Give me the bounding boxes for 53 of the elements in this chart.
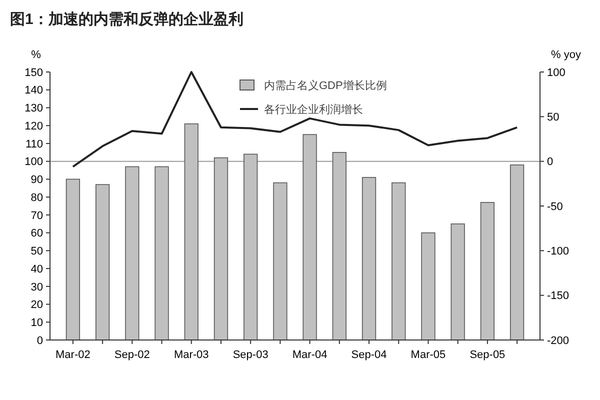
- line-series: [72, 71, 518, 168]
- bar: [362, 177, 376, 340]
- bar: [66, 178, 80, 340]
- bar: [125, 166, 140, 340]
- x-tick-label: Mar-04: [292, 349, 328, 361]
- y-tick-label: 80: [30, 192, 43, 204]
- bar: [95, 184, 110, 340]
- y2-tick-label: -150: [547, 290, 570, 302]
- y-tick-label: 60: [30, 228, 43, 240]
- y-tick-label: 110: [25, 138, 43, 150]
- y2-tick-label: 50: [547, 112, 560, 124]
- y-tick-label: 150: [24, 66, 43, 79]
- bar: [421, 232, 436, 340]
- y2-tick-label: 0: [547, 156, 554, 168]
- y2-tick-label: -100: [547, 246, 570, 258]
- x-tick-label: Mar-03: [174, 349, 209, 361]
- bar: [244, 154, 258, 340]
- x-tick-label: Sep-05: [470, 349, 506, 361]
- bar: [450, 223, 465, 340]
- chart-title: 图1：加速的内需和反弹的企业盈利: [10, 11, 244, 28]
- y2-tick-label: -50: [547, 200, 563, 213]
- y-tick-label: 20: [30, 299, 43, 312]
- y-tick-label: 10: [30, 316, 43, 329]
- y2-axis-title: % yoy: [551, 49, 582, 61]
- legend-label: 内需占名义GDP增长比例: [264, 78, 387, 92]
- y-tick-label: 0: [36, 334, 43, 347]
- bar: [302, 134, 317, 340]
- y-tick-label: 30: [30, 281, 43, 294]
- bar: [392, 182, 406, 340]
- bar: [184, 123, 198, 340]
- y-tick-label: 90: [30, 174, 43, 186]
- bar: [273, 182, 288, 340]
- bar: [332, 152, 346, 340]
- legend-label: 各行业企业利润增长: [264, 102, 363, 116]
- x-tick-label: Sep-02: [114, 349, 150, 361]
- bar: [154, 166, 169, 340]
- x-tick-label: Mar-05: [410, 349, 446, 361]
- y2-tick-label: -200: [547, 334, 570, 347]
- x-tick-label: Sep-03: [232, 349, 268, 361]
- y2-tick-label: 100: [547, 66, 566, 79]
- x-tick-label: Mar-02: [56, 349, 90, 361]
- x-tick-label: Sep-04: [351, 349, 387, 361]
- bar: [480, 202, 495, 340]
- bar: [214, 157, 228, 340]
- y-tick-label: 120: [24, 120, 43, 132]
- y-tick-label: 70: [30, 210, 43, 222]
- y-tick-label: 40: [30, 263, 43, 276]
- y-tick-label: 100: [24, 156, 43, 168]
- y-tick-label: 140: [24, 84, 43, 97]
- y-axis-title: %: [31, 49, 42, 61]
- bar: [510, 164, 524, 340]
- y-tick-label: 50: [30, 246, 43, 258]
- y-tick-label: 130: [24, 102, 43, 115]
